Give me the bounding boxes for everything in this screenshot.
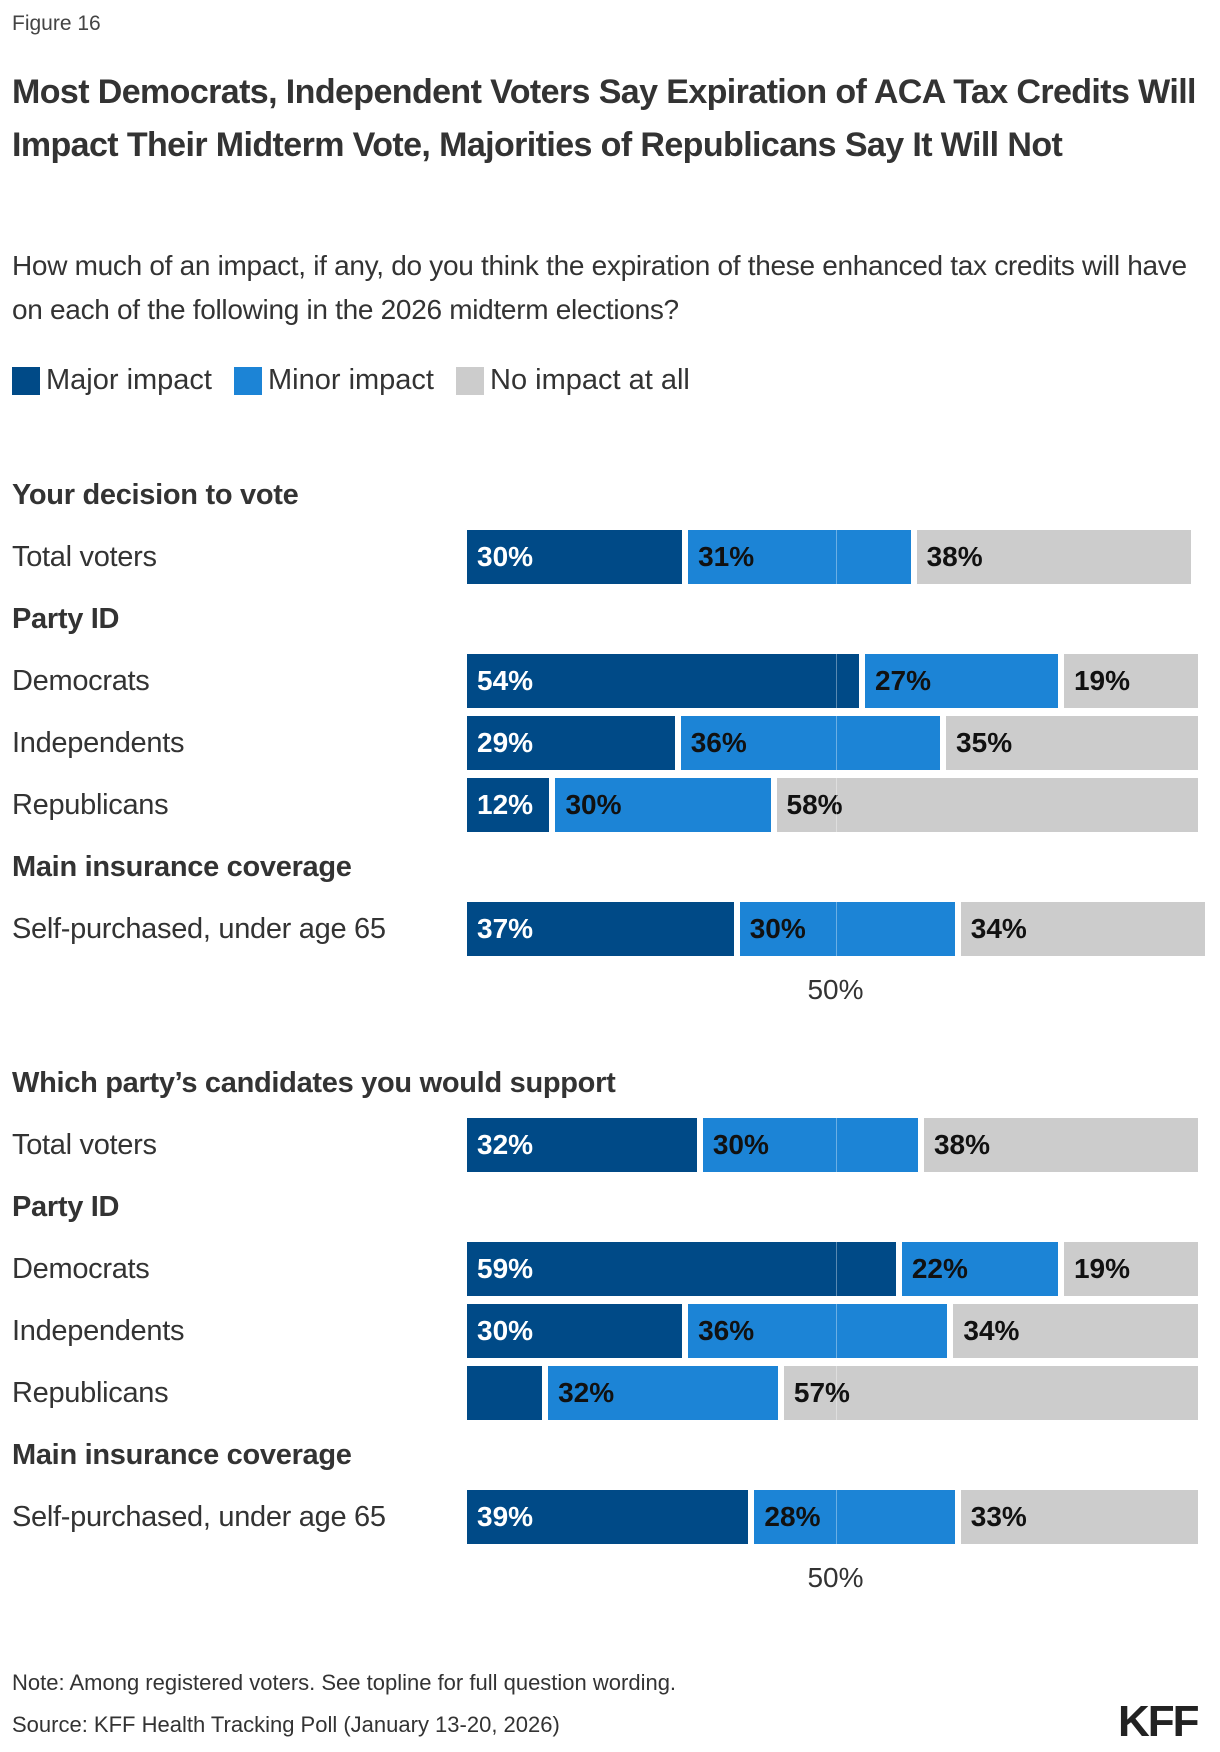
panel-title: Which party’s candidates you would suppo… [12, 1067, 616, 1099]
data-label: 39% [477, 1501, 534, 1532]
data-label: 34% [963, 1315, 1020, 1346]
figure-label: Figure 16 [12, 12, 101, 35]
bar-segment-major-impact [467, 1366, 543, 1420]
group-label: Party ID [12, 1191, 120, 1223]
reference-line-50 [835, 530, 837, 956]
legend-item-none: No impact at all [456, 364, 690, 397]
row-label: Independents [12, 1315, 185, 1347]
bar-segment-minor-impact [548, 1366, 778, 1420]
reference-label: 50% [807, 1562, 864, 1593]
data-label: 34% [970, 913, 1027, 944]
row-label: Democrats [12, 665, 150, 697]
legend-label: Minor impact [268, 364, 434, 396]
data-label: 35% [956, 727, 1013, 758]
chart-subtitle: How much of an impact, if any, do you th… [12, 250, 1187, 325]
bar-segment-no-impact-at-all [960, 902, 1206, 956]
group-label: Main insurance coverage [12, 1439, 352, 1471]
bar-segment-no-impact-at-all [1063, 1242, 1198, 1296]
legend-label: No impact at all [490, 364, 690, 396]
row-label: Self-purchased, under age 65 [12, 913, 386, 945]
bar-segment-major-impact [467, 1304, 683, 1358]
data-label: 30% [477, 1315, 534, 1346]
reference-label: 50% [807, 974, 864, 1005]
data-label: 59% [477, 1253, 534, 1284]
bar-segment-major-impact [467, 530, 683, 584]
bar-segment-minor-impact [754, 1490, 955, 1544]
row-label: Republicans [12, 1377, 169, 1409]
legend-swatch-none [456, 366, 484, 395]
group-label: Party ID [12, 603, 120, 635]
data-label: 33% [970, 1501, 1027, 1532]
legend-label: Major impact [46, 364, 212, 396]
panel-title: Your decision to vote [12, 479, 299, 511]
data-label: 38% [933, 1129, 990, 1160]
row-label: Self-purchased, under age 65 [12, 1501, 386, 1533]
data-label: 30% [565, 789, 622, 820]
bar-segment-minor-impact [688, 1304, 948, 1358]
bar-segment-major-impact [467, 1118, 697, 1172]
data-label: 30% [477, 541, 534, 572]
bar-segment-minor-impact [739, 902, 955, 956]
data-label: 30% [749, 913, 806, 944]
source-note: Source: KFF Health Tracking Poll (Januar… [12, 1712, 560, 1737]
data-label: 12% [477, 789, 534, 820]
data-label: 30% [712, 1129, 769, 1160]
row-label: Total voters [12, 541, 157, 573]
row-label: Total voters [12, 1129, 157, 1161]
data-label: 19% [1073, 665, 1131, 696]
legend-swatch-major [12, 366, 40, 395]
row-label: Republicans [12, 789, 169, 821]
bar-segment-no-impact-at-all [923, 1118, 1198, 1172]
kff-logo: KFF [1118, 1697, 1200, 1746]
group-label: Main insurance coverage [12, 851, 352, 883]
data-label: 54% [477, 665, 534, 696]
bar-segment-no-impact-at-all [946, 716, 1198, 770]
bar-segment-no-impact-at-all [783, 1366, 1198, 1420]
bar-segment-major-impact [467, 778, 550, 832]
row-label: Democrats [12, 1253, 150, 1285]
data-label: 31% [698, 541, 755, 572]
bar-segment-major-impact [467, 902, 734, 956]
bar-segment-no-impact-at-all [1063, 654, 1198, 708]
data-label: 32% [477, 1129, 534, 1160]
data-label: 38% [926, 541, 983, 572]
data-label: 27% [874, 665, 932, 696]
data-label: 36% [690, 727, 747, 758]
data-label: 19% [1073, 1253, 1131, 1284]
data-label: 32% [558, 1377, 615, 1408]
bar-segment-no-impact-at-all [916, 530, 1191, 584]
footnote: Note: Among registered voters. See topli… [12, 1670, 677, 1695]
data-label: 36% [698, 1315, 755, 1346]
bar-segment-major-impact [467, 1490, 749, 1544]
bar-segment-no-impact-at-all [960, 1490, 1198, 1544]
data-label: 37% [477, 913, 534, 944]
data-label: 28% [764, 1501, 821, 1532]
bar-segment-minor-impact [901, 1242, 1058, 1296]
bar-segment-major-impact [467, 716, 675, 770]
bar-segment-minor-impact [688, 530, 911, 584]
bar-segment-minor-impact [555, 778, 771, 832]
bar-segment-no-impact-at-all [776, 778, 1198, 832]
legend-item-minor: Minor impact [234, 364, 434, 397]
data-label: 58% [786, 789, 843, 820]
bar-segment-minor-impact [702, 1118, 918, 1172]
bar-segment-no-impact-at-all [953, 1304, 1198, 1358]
row-label: Independents [12, 727, 185, 759]
data-label: 22% [911, 1253, 968, 1284]
bar-segment-minor-impact [680, 716, 941, 770]
legend: Major impact Minor impact No impact at a… [12, 364, 712, 397]
legend-swatch-minor [234, 366, 262, 395]
bar-segment-minor-impact [864, 654, 1058, 708]
data-label: 57% [793, 1377, 850, 1408]
chart-title: Most Democrats, Independent Voters Say E… [12, 73, 1196, 164]
reference-line-50 [835, 1118, 837, 1544]
bar-segment-major-impact [467, 654, 859, 708]
legend-item-major: Major impact [12, 364, 212, 397]
bar-segment-major-impact [467, 1242, 896, 1296]
data-label: 29% [477, 727, 534, 758]
